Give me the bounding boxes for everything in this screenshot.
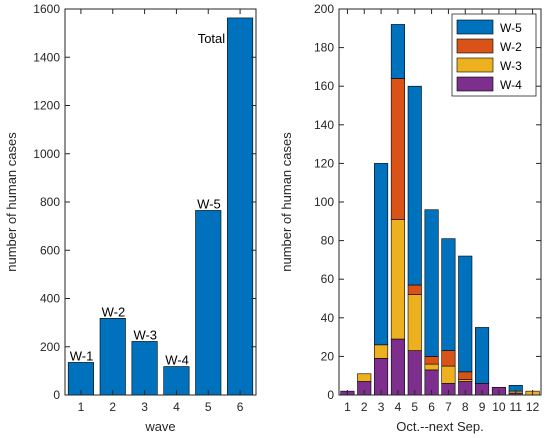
left-x-tick-label: 6	[237, 400, 244, 414]
right-x-tick-label: 5	[411, 400, 418, 414]
right-bar-4-W-4	[390, 338, 405, 396]
left-x-tick-label: 3	[141, 400, 148, 414]
right-bar-5-W-3	[407, 294, 422, 351]
right-y-tick-label: 120	[314, 156, 334, 170]
legend-swatch-W-4	[456, 76, 494, 92]
left-bar-3	[131, 341, 158, 396]
left-bar-label: W-4	[165, 353, 189, 368]
right-bar-9-W-5	[475, 327, 490, 384]
right-y-tick-label: 20	[321, 349, 335, 363]
right-y-tick-label: 0	[327, 388, 334, 402]
right-y-tick-label: 140	[314, 118, 334, 132]
right-x-tick-label: 11	[510, 400, 523, 414]
right-bar-4-W-5	[390, 24, 405, 79]
left-y-tick-label: 200	[40, 340, 60, 354]
left-x-tick-label: 1	[78, 400, 85, 414]
right-x-tick-label: 9	[479, 400, 486, 414]
right-x-tick-label: 10	[492, 400, 506, 414]
right-bar-3-W-4	[374, 358, 389, 396]
right-x-tick-label: 8	[462, 400, 469, 414]
legend-label: W-4	[500, 78, 522, 92]
legend-swatch-W-3	[456, 57, 494, 73]
right-bar-8-W-2	[458, 371, 473, 380]
right-bar-4-W-2	[390, 78, 405, 220]
right-x-tick-label: 7	[445, 400, 452, 414]
right-bar-3-W-3	[374, 344, 389, 359]
right-x-tick-label: 12	[526, 400, 540, 414]
legend-swatch-W-5	[456, 19, 494, 35]
right-bar-8-W-5	[458, 255, 473, 373]
legend-label: W-2	[500, 40, 522, 54]
right-bar-6-W-2	[424, 356, 439, 365]
right-y-tick-label: 80	[321, 234, 335, 248]
right-x-axis-label: Oct.--next Sep.	[396, 419, 483, 434]
left-x-tick-label: 2	[109, 400, 116, 414]
legend-label: W-5	[500, 21, 522, 35]
right-x-tick-label: 4	[395, 400, 402, 414]
right-bar-3-W-5	[374, 163, 389, 346]
left-bar-5	[195, 210, 222, 396]
legend-label: W-3	[500, 59, 522, 73]
left-bar-label: W-5	[197, 196, 221, 211]
left-bar-2	[99, 317, 126, 396]
right-y-tick-label: 40	[321, 311, 335, 325]
left-y-tick-label: 1200	[33, 99, 60, 113]
left-bar-label: W-2	[102, 304, 126, 319]
left-bar-labels: W-1 W-2 W-3 W-4 W-5 Total	[70, 31, 225, 368]
right-bar-4-W-3	[390, 219, 405, 340]
right-y-tick-label: 180	[314, 41, 334, 55]
left-y-tick-label: 0	[53, 388, 60, 402]
right-bar-7-W-5	[441, 238, 456, 351]
left-bar-label: Total	[198, 31, 226, 46]
left-y-tick-label: 400	[40, 292, 60, 306]
left-y-tick-label: 1000	[33, 147, 60, 161]
left-y-tick-label: 1600	[33, 2, 60, 16]
left-axes: 0 200 400 600 800 1000 1200 1400 1600 1 2 3 4 5 6	[33, 2, 257, 414]
left-x-tick-label: 5	[205, 400, 212, 414]
right-bar-6-W-5	[424, 209, 439, 357]
left-bar-label: W-1	[70, 348, 94, 363]
left-bar-label: W-3	[133, 327, 157, 342]
right-x-tick-label: 2	[361, 400, 368, 414]
left-y-tick-label: 800	[40, 195, 60, 209]
right-x-tick-label: 6	[428, 400, 435, 414]
right-bar-2-W-3	[357, 373, 372, 382]
right-y-tick-label: 60	[321, 272, 335, 286]
left-bar-6	[227, 17, 254, 396]
left-y-tick-label: 600	[40, 243, 60, 257]
right-x-tick-label: 3	[378, 400, 385, 414]
right-bar-6-W-3	[424, 363, 439, 371]
right-bar-7-W-2	[441, 350, 456, 367]
right-y-tick-label: 200	[314, 2, 334, 16]
right-bar-5-W-2	[407, 284, 422, 295]
right-y-tick-label: 160	[314, 79, 334, 93]
right-bar-5-W-5	[407, 85, 422, 286]
right-x-tick-label: 1	[344, 400, 351, 414]
left-x-axis-label: wave	[144, 419, 175, 434]
legend: W-5 W-2 W-3 W-4	[451, 13, 537, 97]
left-bars	[67, 17, 254, 396]
legend-swatch-W-2	[456, 38, 494, 54]
right-bar-7-W-3	[441, 365, 456, 384]
left-y-tick-label: 1400	[33, 50, 60, 64]
left-bar-1	[67, 362, 94, 396]
right-y-axis-label: number of human cases	[279, 132, 294, 272]
left-x-tick-label: 4	[173, 400, 180, 414]
right-y-tick-label: 100	[314, 195, 334, 209]
left-y-axis-label: number of human cases	[4, 132, 19, 272]
right-bar-5-W-4	[407, 350, 422, 396]
